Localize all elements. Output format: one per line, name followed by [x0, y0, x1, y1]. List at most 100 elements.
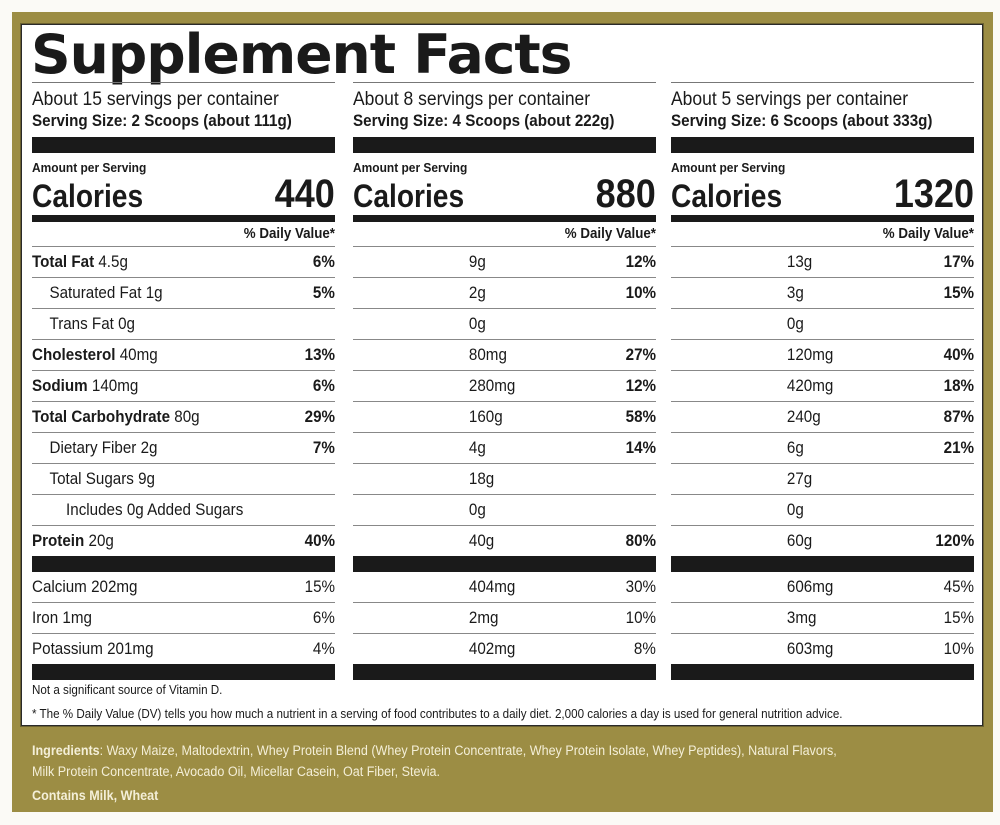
daily-value-percent: 15%: [943, 608, 974, 627]
nutrient-row: 603mg 10%: [671, 633, 974, 664]
nutrient-row: 13g 17%: [671, 246, 974, 277]
daily-value-percent: 40%: [943, 345, 974, 364]
daily-value-header: % Daily Value*: [564, 226, 656, 242]
daily-value-percent: 5%: [313, 283, 335, 302]
nutrient-row: 0g: [353, 308, 656, 339]
daily-value-percent: 14%: [625, 438, 656, 457]
serving-column-2: About 8 servings per container Serving Si…: [353, 82, 656, 680]
amount-per-serving-label: Amount per Serving: [32, 160, 147, 175]
daily-value-percent: 8%: [634, 639, 656, 658]
nutrient-amount: 27g: [786, 469, 813, 488]
nutrient-row: 3g 15%: [671, 277, 974, 308]
serving-size: Serving Size: 4 Scoops (about 222g): [353, 112, 615, 130]
thick-rule: [353, 137, 656, 153]
nutrient-amount: 280mg: [468, 376, 516, 395]
nutrient-amount: 0g: [786, 500, 804, 519]
nutrient-row: 240g 87%: [671, 401, 974, 432]
nutrient-row: Total Carbohydrate 80g 29%: [32, 401, 335, 432]
nutrient-row: Protein 20g 40%: [32, 525, 335, 556]
daily-value-percent: 6%: [313, 376, 335, 395]
daily-value-header: % Daily Value*: [243, 226, 335, 242]
nutrient-row: Iron 1mg 6%: [32, 602, 335, 633]
bottom-rule: [32, 664, 335, 680]
nutrient-row: 80mg 27%: [353, 339, 656, 370]
nutrient-row: Sodium 140mg 6%: [32, 370, 335, 401]
nutrient-row: Saturated Fat 1g 5%: [32, 277, 335, 308]
nutrient-row: 2g 10%: [353, 277, 656, 308]
servings-per-container: About 5 servings per container: [671, 89, 909, 110]
nutrient-amount: 240g: [786, 407, 821, 426]
nutrient-row: Cholesterol 40mg 13%: [32, 339, 335, 370]
nutrient-amount: 60g: [786, 531, 813, 550]
thick-rule: [671, 137, 974, 153]
nutrient-amount: 4g: [468, 438, 486, 457]
nutrient-amount: 404mg: [468, 577, 516, 596]
nutrient-label: Potassium 201mg: [32, 639, 154, 658]
medium-rule: [353, 215, 656, 222]
nutrient-row: Trans Fat 0g: [32, 308, 335, 339]
nutrient-row: Calcium 202mg 15%: [32, 572, 335, 602]
nutrient-label: Saturated Fat 1g: [49, 283, 163, 302]
calories-label: Calories: [671, 178, 783, 214]
nutrient-label: Sodium 140mg: [32, 376, 139, 395]
top-rule: [353, 82, 656, 83]
daily-value-percent: 18%: [943, 376, 974, 395]
nutrient-row: 40g 80%: [353, 525, 656, 556]
top-rule: [32, 82, 335, 83]
nutrient-amount: 13g: [786, 252, 813, 271]
nutrient-amount: 2mg: [468, 608, 499, 627]
ingredients-label: Ingredients: [32, 743, 100, 758]
amount-per-serving-label: Amount per Serving: [353, 160, 468, 175]
servings-per-container: About 8 servings per container: [353, 89, 591, 110]
daily-value-percent: 6%: [313, 252, 335, 271]
nutrient-row: 402mg 8%: [353, 633, 656, 664]
calories-label: Calories: [353, 178, 465, 214]
nutrient-amount: 3g: [786, 283, 804, 302]
daily-value-percent: 45%: [943, 577, 974, 596]
nutrient-amount: 2g: [468, 283, 486, 302]
calories-row: Calories 440: [32, 174, 335, 214]
nutrient-row: Dietary Fiber 2g 7%: [32, 432, 335, 463]
vitamins-separator: [32, 556, 335, 572]
daily-value-percent: 21%: [943, 438, 974, 457]
ingredients-line-1: : Waxy Maize, Maltodextrin, Whey Protein…: [99, 743, 837, 758]
ingredients-line-2: Milk Protein Concentrate, Avocado Oil, M…: [32, 764, 440, 779]
nutrient-amount: 80mg: [468, 345, 507, 364]
daily-value-percent: 87%: [943, 407, 974, 426]
nutrient-row: Includes 0g Added Sugars: [32, 494, 335, 525]
nutrient-amount: 402mg: [468, 639, 516, 658]
serving-size: Serving Size: 6 Scoops (about 333g): [671, 112, 933, 130]
nutrient-row: Total Fat 4.5g 6%: [32, 246, 335, 277]
nutrient-amount: 6g: [786, 438, 804, 457]
daily-value-percent: 80%: [625, 531, 656, 550]
nutrient-amount: 420mg: [786, 376, 834, 395]
bottom-rule: [671, 664, 974, 680]
calories-row: Calories 880: [353, 174, 656, 214]
calories-label: Calories: [32, 178, 144, 214]
nutrient-row: 3mg 15%: [671, 602, 974, 633]
nutrient-row: 0g: [353, 494, 656, 525]
daily-value-percent: 30%: [625, 577, 656, 596]
nutrient-amount: 606mg: [786, 577, 834, 596]
nutrient-row: 9g 12%: [353, 246, 656, 277]
nutrient-label: Calcium 202mg: [32, 577, 138, 596]
nutrient-row: Potassium 201mg 4%: [32, 633, 335, 664]
nutrient-label: Dietary Fiber 2g: [49, 438, 158, 457]
nutrient-row: Total Sugars 9g: [32, 463, 335, 494]
nutrient-label: Total Fat 4.5g: [32, 252, 128, 271]
thick-rule: [32, 137, 335, 153]
daily-value-percent: 12%: [625, 376, 656, 395]
daily-value-percent: 10%: [625, 283, 656, 302]
medium-rule: [671, 215, 974, 222]
daily-value-percent: 13%: [304, 345, 335, 364]
nutrient-row: 60g 120%: [671, 525, 974, 556]
nutrient-row: 0g: [671, 308, 974, 339]
daily-value-percent: 27%: [625, 345, 656, 364]
nutrient-row: 27g: [671, 463, 974, 494]
nutrient-row: 280mg 12%: [353, 370, 656, 401]
daily-value-percent: 7%: [313, 438, 335, 457]
calories-value: 1320: [893, 172, 974, 216]
daily-value-percent: 40%: [304, 531, 335, 550]
nutrient-label: Total Carbohydrate 80g: [32, 407, 200, 426]
panel-title: Supplement Facts: [31, 23, 572, 86]
